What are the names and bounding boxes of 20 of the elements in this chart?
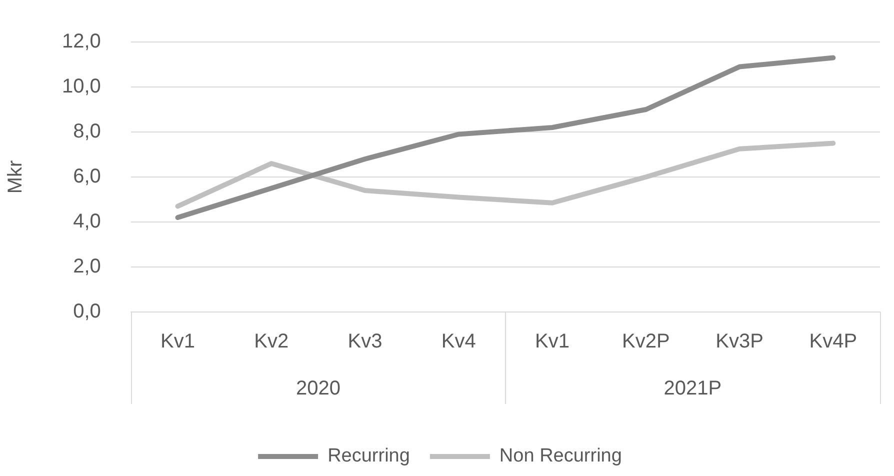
y-tick-label: 8,0 <box>73 120 101 143</box>
text: 2020 <box>296 378 340 400</box>
y-axis-title: Mkr <box>4 160 27 194</box>
x-tick-label: Kv2 <box>254 330 289 353</box>
text: 2021P <box>664 378 722 400</box>
y-tick-label: 10,0 <box>62 76 101 98</box>
x-tick-label: Kv1 <box>160 330 195 353</box>
y-tick-label: 4,0 <box>73 210 101 233</box>
x-tick-label: Kv3 <box>348 330 382 353</box>
y-tick-label: 2,0 <box>73 256 101 278</box>
y-tick-label: 6,0 <box>73 166 101 188</box>
x-tick-label: Kv1 <box>535 330 570 353</box>
x-tick-label: Kv4 <box>441 330 476 353</box>
y-tick-label: 12,0 <box>62 30 101 53</box>
legend-label: Recurring <box>328 446 410 467</box>
x-tick-label: Kv3P <box>716 330 764 353</box>
legend-label: Non Recurring <box>499 446 622 467</box>
x-tick-label: Kv2P <box>622 330 670 353</box>
x-tick-label: Kv4P <box>809 330 858 353</box>
y-tick-label: 0,0 <box>73 300 101 323</box>
